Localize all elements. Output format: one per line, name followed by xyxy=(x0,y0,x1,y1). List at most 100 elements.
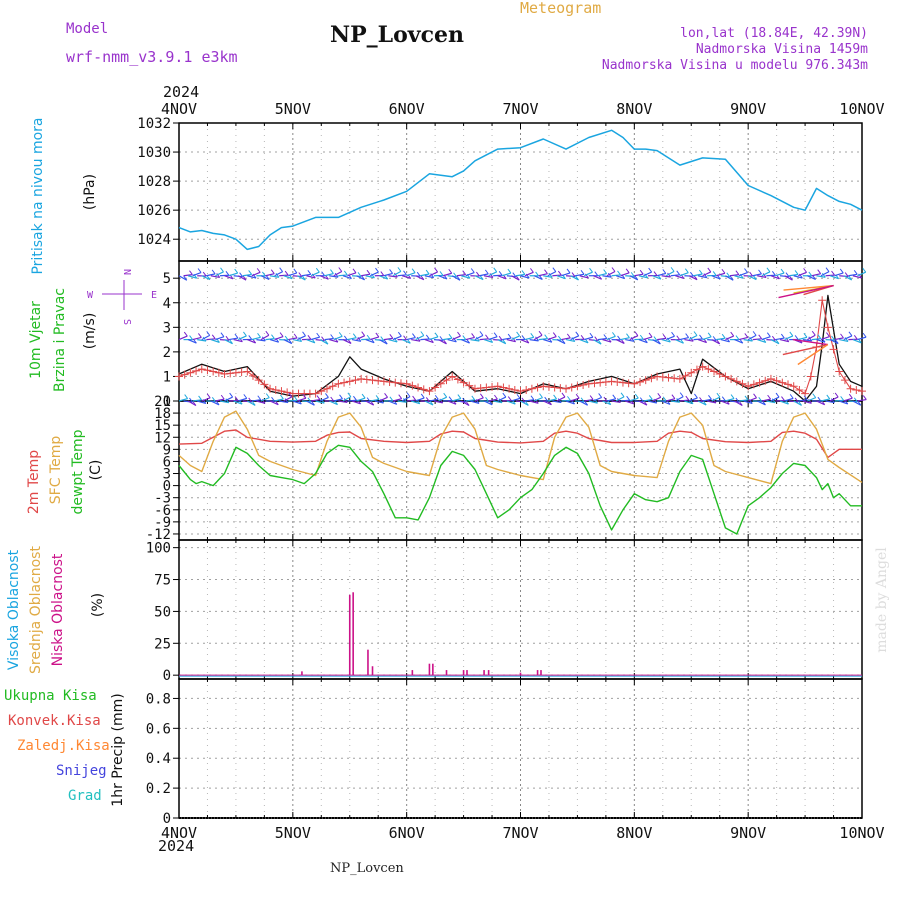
wind-barb xyxy=(798,271,807,277)
wind-barb-flag xyxy=(448,333,453,339)
wind-barb xyxy=(187,275,197,279)
wind-barb-flag xyxy=(457,394,462,399)
y-tick-label: 15 xyxy=(154,418,171,434)
wind-speed-marker xyxy=(846,384,855,393)
strong-wind-arrow xyxy=(778,284,834,299)
wind-barb-flag xyxy=(189,335,193,340)
wind-barb xyxy=(661,339,671,343)
wind-speed-marker xyxy=(237,368,246,377)
temp-unit-label: (C) xyxy=(88,460,104,481)
wind-barb xyxy=(584,398,594,402)
wind-barb xyxy=(529,339,539,342)
wind-barb xyxy=(665,335,675,341)
wind-barb-flag xyxy=(598,393,603,398)
wind-barb-flag xyxy=(471,333,475,338)
wind-barb-flag xyxy=(302,331,306,337)
wind-barb xyxy=(451,275,461,281)
wind-barb xyxy=(442,337,453,341)
wind-barb xyxy=(820,398,830,402)
precip-legend-item: Zaledj.Kisa xyxy=(17,738,110,754)
wind-speed-marker xyxy=(317,387,326,396)
wind-barb xyxy=(761,398,771,402)
wind-barb xyxy=(388,400,398,405)
wind-barb-flag xyxy=(265,393,270,398)
wind-barb xyxy=(543,400,552,406)
wind-speed-marker xyxy=(482,383,491,392)
wind-barb-flag xyxy=(803,268,807,273)
wind-barb-flag xyxy=(206,275,211,280)
pressure-axis-label: Pritisak na nivou mora xyxy=(30,117,46,274)
wind-speed-marker xyxy=(248,371,257,380)
wind-speed-marker xyxy=(579,381,588,390)
y-tick-label: -12 xyxy=(146,527,171,543)
wind-barb-flag xyxy=(206,331,211,336)
wind-speed-marker xyxy=(266,384,275,393)
wind-barb-flag xyxy=(375,267,379,273)
wind-barb xyxy=(192,399,202,402)
compass-s: S xyxy=(121,319,132,325)
wind-barb-flag xyxy=(853,334,858,340)
wind-barb xyxy=(757,339,767,343)
wind-barb-flag xyxy=(293,268,298,274)
wind-barb xyxy=(279,400,289,404)
wind-barb xyxy=(597,272,607,277)
model-name: wrf-nmm_v3.9.1 e3km xyxy=(66,48,238,66)
wind-barb-flag xyxy=(535,271,540,277)
wind-barb-flag xyxy=(515,275,520,281)
wind-barb-flag xyxy=(507,268,512,274)
wind-barb xyxy=(798,399,808,402)
wind-barb-row xyxy=(178,330,867,345)
wind-barb-flag xyxy=(808,336,813,342)
wind-speed-marker xyxy=(858,387,866,396)
wind-barb xyxy=(716,337,726,341)
wind-speed-marker xyxy=(192,366,201,375)
wind-barb-flag xyxy=(771,398,776,404)
wind-barb-flag xyxy=(484,269,489,275)
y-tick-label: 0 xyxy=(163,811,171,827)
wind-barb-flag xyxy=(726,272,731,278)
wind-barb xyxy=(187,400,197,407)
wind-barb xyxy=(652,275,662,280)
wind-barb-flag xyxy=(325,393,329,398)
wind-barb xyxy=(329,275,339,278)
wind-barb xyxy=(365,400,374,406)
wind-barb xyxy=(251,399,261,402)
wind-barb-flag xyxy=(699,397,703,402)
wind-barb xyxy=(247,275,257,279)
wind-barb xyxy=(351,339,361,342)
wind-speed-marker xyxy=(835,367,844,376)
wind-barb-flag xyxy=(617,270,621,276)
wind-barb-flag xyxy=(744,395,749,401)
wind-barb xyxy=(210,339,220,343)
wind-barb-flag xyxy=(529,268,534,273)
wind-barb xyxy=(301,273,311,277)
wind-speed-marker xyxy=(664,373,673,382)
wind-barb-flag xyxy=(338,332,343,337)
cloud-axis-label-low: Niska Oblacnost xyxy=(50,553,66,666)
wind-barb xyxy=(693,273,703,277)
wind-barb-flag xyxy=(857,400,862,406)
wind-barb-flag xyxy=(812,393,817,398)
wind-barb-flag xyxy=(775,392,780,398)
wind-barb xyxy=(256,400,266,404)
wind-barb xyxy=(711,396,721,402)
wind-barb-flag xyxy=(671,331,675,337)
wind-barb-flag xyxy=(189,270,193,275)
wind-barb xyxy=(611,400,621,404)
y-tick-label: 25 xyxy=(154,636,171,652)
wind-barb xyxy=(761,271,771,277)
wind-barb xyxy=(388,275,398,278)
wind-barb-flag xyxy=(667,272,671,278)
wind-speed-marker xyxy=(647,374,656,383)
wind-barb xyxy=(187,339,197,344)
wind-barb-flag xyxy=(735,397,740,403)
wind-barb xyxy=(770,396,780,402)
wind-barb-flag xyxy=(752,331,757,336)
strong-wind-arrows xyxy=(778,284,834,366)
wind-barb xyxy=(593,396,602,402)
series-line-sfc-temp xyxy=(178,410,863,485)
wind-speed-marker xyxy=(459,378,468,387)
year-label-top: 2024 xyxy=(163,83,200,101)
wind-barb-flag xyxy=(603,269,608,274)
elevation-label: Nadmorska Visina 1459m xyxy=(695,42,868,57)
